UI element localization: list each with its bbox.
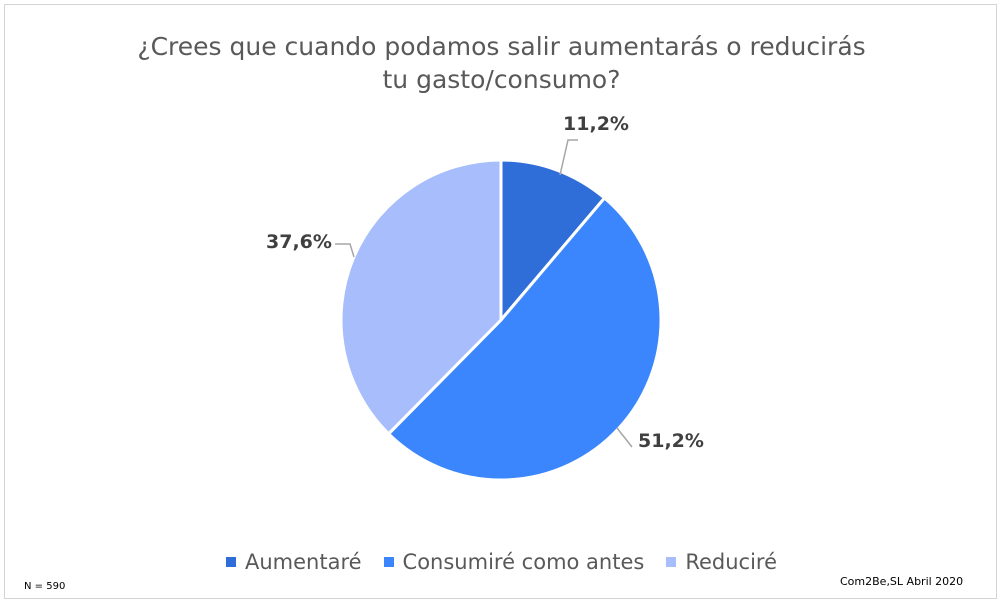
chart-title: ¿Crees que cuando podamos salir aumentar… [0,30,1003,96]
leader-line-aumentare [559,139,578,176]
legend-label-aumentare: Aumentaré [244,550,362,574]
legend: Aumentaré Consumiré como antes Reduciré [0,550,1003,574]
legend-swatch-consumire [383,557,394,567]
legend-label-consumire: Consumiré como antes [402,550,645,574]
leader-line-consumire [616,427,633,448]
pie-slice-consumire [386,195,663,482]
data-label-aumentare: 11,2% [563,113,629,135]
data-label-consumire: 51,2% [638,430,704,452]
pie-slice-reducire [339,158,503,436]
legend-swatch-reducire [666,557,677,567]
chart-title-line-2: tu gasto/consumo? [382,65,621,94]
legend-label-reducire: Reduciré [685,550,778,574]
source-note: Com2Be,SL Abril 2020 [840,575,964,588]
legend-item-aumentare: Aumentaré [225,550,362,574]
sample-size-note: N = 590 [24,581,66,592]
legend-item-consumire: Consumiré como antes [383,550,645,574]
pie-slice-aumentare [499,158,607,325]
legend-swatch-aumentare [225,557,236,567]
leader-line-reducire [335,243,355,258]
chart-title-line-1: ¿Crees que cuando podamos salir aumentar… [137,32,866,61]
data-label-reducire: 37,6% [266,231,332,253]
legend-item-reducire: Reduciré [666,550,777,574]
